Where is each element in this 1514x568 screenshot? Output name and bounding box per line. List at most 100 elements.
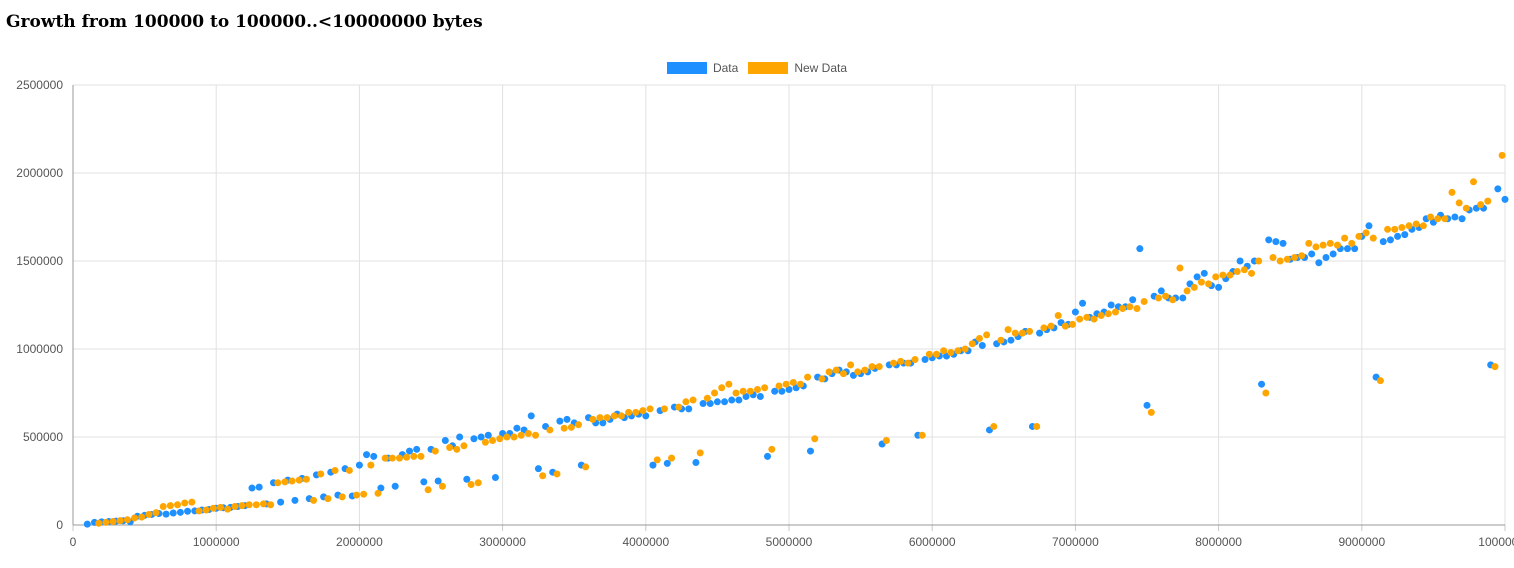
point-new-data: [1176, 264, 1184, 272]
point-new-data: [1040, 324, 1048, 332]
point-new-data: [796, 380, 804, 388]
point-new-data: [1162, 292, 1170, 300]
point-new-data: [1119, 305, 1127, 313]
point-new-data: [1233, 268, 1241, 276]
point-new-data: [675, 403, 683, 411]
point-new-data: [238, 502, 246, 510]
point-new-data: [438, 482, 446, 490]
point-data: [484, 431, 492, 439]
legend-item-data[interactable]: Data: [666, 61, 739, 75]
point-new-data: [1047, 322, 1055, 330]
legend-item-new-data[interactable]: New Data: [748, 61, 847, 75]
legend-label-data: Data: [712, 61, 739, 75]
point-new-data: [732, 389, 740, 397]
point-new-data: [1384, 225, 1392, 233]
point-new-data: [417, 452, 425, 460]
point-new-data: [1276, 257, 1284, 265]
point-new-data: [474, 479, 482, 487]
point-new-data: [789, 378, 797, 386]
point-new-data: [1219, 271, 1227, 279]
point-data: [1379, 238, 1387, 246]
point-data: [563, 415, 571, 423]
point-data: [370, 452, 378, 460]
point-new-data: [1205, 280, 1213, 288]
point-new-data: [997, 336, 1005, 344]
y-tick-label: 500000: [23, 430, 63, 444]
point-new-data: [395, 454, 403, 462]
point-new-data: [489, 437, 497, 445]
point-data: [456, 433, 464, 441]
point-new-data: [338, 493, 346, 501]
point-new-data: [524, 429, 532, 437]
point-new-data: [947, 349, 955, 357]
point-data: [1386, 236, 1394, 244]
point-new-data: [288, 477, 296, 485]
point-new-data: [911, 356, 919, 364]
point-data: [491, 473, 499, 481]
point-new-data: [682, 398, 690, 406]
legend-swatch-data: [666, 62, 707, 74]
point-new-data: [1369, 234, 1377, 242]
point-new-data: [1319, 241, 1327, 249]
point-new-data: [1033, 422, 1041, 430]
point-data: [1451, 213, 1459, 221]
point-new-data: [1076, 315, 1084, 323]
point-new-data: [746, 387, 754, 395]
point-new-data: [940, 347, 948, 355]
point-new-data: [1061, 322, 1069, 330]
point-new-data: [496, 435, 504, 443]
point-data: [1401, 231, 1409, 239]
point-new-data: [367, 461, 375, 469]
point-new-data: [1376, 377, 1384, 385]
point-new-data: [1133, 305, 1141, 313]
point-new-data: [317, 470, 325, 478]
point-new-data: [753, 385, 761, 393]
point-new-data: [374, 489, 382, 497]
point-new-data: [1412, 220, 1420, 228]
point-new-data: [353, 491, 361, 499]
point-data: [413, 445, 421, 453]
point-new-data: [539, 472, 547, 480]
y-tick-label: 1000000: [16, 342, 63, 356]
point-new-data: [546, 426, 554, 434]
point-new-data: [847, 361, 855, 369]
point-new-data: [1140, 297, 1148, 305]
point-new-data: [625, 408, 633, 416]
point-new-data: [252, 501, 260, 509]
point-new-data: [267, 501, 275, 509]
point-data: [355, 461, 363, 469]
point-data: [1279, 239, 1287, 247]
point-new-data: [281, 478, 289, 486]
point-new-data: [1427, 213, 1435, 221]
point-data: [420, 478, 428, 486]
point-new-data: [209, 504, 217, 512]
point-new-data: [1083, 313, 1091, 321]
point-data: [1365, 222, 1373, 230]
point-new-data: [711, 389, 719, 397]
point-new-data: [761, 384, 769, 392]
point-data: [685, 405, 693, 413]
point-data: [434, 477, 442, 485]
point-new-data: [424, 486, 432, 494]
point-data: [248, 484, 256, 492]
point-data: [291, 496, 299, 504]
point-new-data: [116, 517, 124, 525]
point-data: [176, 508, 184, 516]
point-data: [1394, 232, 1402, 240]
point-new-data: [975, 334, 983, 342]
point-new-data: [782, 380, 790, 388]
point-data: [470, 435, 478, 443]
point-new-data: [1090, 315, 1098, 323]
point-data: [1071, 308, 1079, 316]
point-new-data: [295, 476, 303, 484]
legend-label-new-data: New Data: [794, 61, 848, 75]
point-new-data: [689, 396, 697, 404]
point-new-data: [804, 373, 812, 381]
point-new-data: [1255, 257, 1263, 265]
point-data: [1200, 269, 1208, 277]
point-new-data: [1484, 197, 1492, 205]
point-data: [1036, 329, 1044, 337]
point-new-data: [131, 514, 139, 522]
x-tick-label: 5000000: [766, 535, 813, 549]
